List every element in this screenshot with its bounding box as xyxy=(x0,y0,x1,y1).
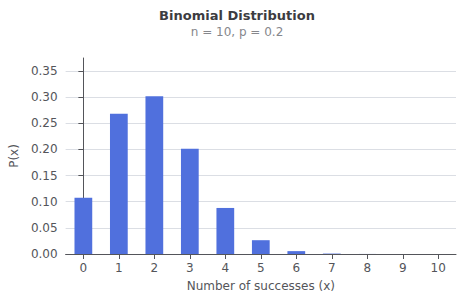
svg-text:0.35: 0.35 xyxy=(31,64,58,78)
svg-text:Number of successes (x): Number of successes (x) xyxy=(187,279,335,293)
svg-text:3: 3 xyxy=(186,261,194,275)
svg-text:P(x): P(x) xyxy=(7,144,21,168)
svg-text:6: 6 xyxy=(292,261,300,275)
svg-text:0.25: 0.25 xyxy=(31,116,58,130)
svg-text:9: 9 xyxy=(399,261,407,275)
svg-text:4: 4 xyxy=(221,261,229,275)
svg-text:7: 7 xyxy=(328,261,336,275)
svg-text:0.05: 0.05 xyxy=(31,221,58,235)
svg-text:5: 5 xyxy=(257,261,265,275)
svg-text:0.00: 0.00 xyxy=(31,247,58,261)
svg-text:0.30: 0.30 xyxy=(31,90,58,104)
svg-text:0.10: 0.10 xyxy=(31,195,58,209)
svg-text:n = 10, p = 0.2: n = 10, p = 0.2 xyxy=(191,25,284,39)
svg-text:2: 2 xyxy=(151,261,159,275)
svg-text:0.15: 0.15 xyxy=(31,169,58,183)
svg-text:Binomial Distribution: Binomial Distribution xyxy=(159,8,315,23)
svg-text:10: 10 xyxy=(431,261,446,275)
svg-text:0: 0 xyxy=(80,261,88,275)
svg-text:1: 1 xyxy=(115,261,123,275)
svg-text:8: 8 xyxy=(363,261,371,275)
svg-text:0.20: 0.20 xyxy=(31,142,58,156)
